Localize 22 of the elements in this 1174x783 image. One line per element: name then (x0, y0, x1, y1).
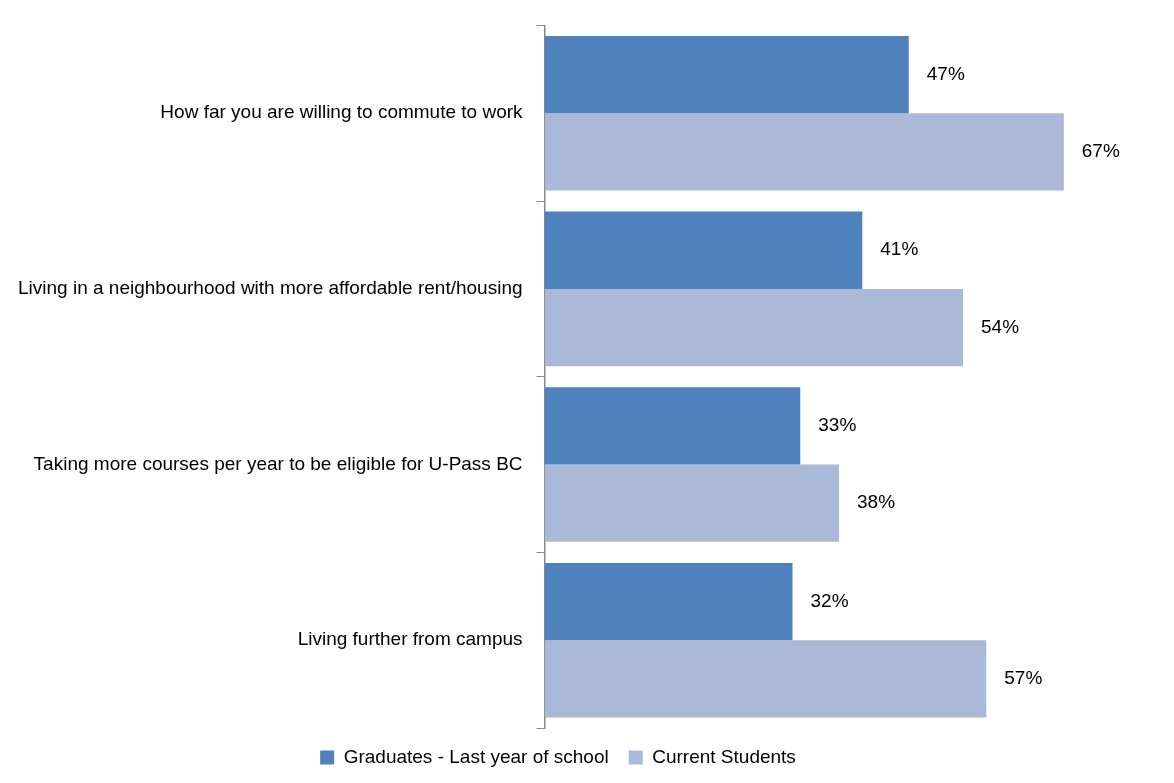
bar (544, 211, 863, 289)
data-label: 57% (1004, 667, 1043, 689)
bar (544, 464, 840, 542)
bar (544, 288, 964, 367)
bar (544, 562, 793, 641)
y-tick-label: How far you are willing to commute to work (160, 101, 524, 123)
legend-label: Graduates - Last year of school (343, 745, 609, 767)
bar (544, 387, 801, 465)
y-tick-label: Taking more courses per year to be eligible for U-Pass BC (33, 452, 523, 474)
data-label: 47% (926, 62, 965, 84)
data-label: 33% (818, 414, 857, 436)
data-label: 32% (810, 589, 849, 611)
y-tick-label: Living further from campus (297, 628, 523, 650)
bar (544, 113, 1064, 191)
data-label: 38% (857, 491, 896, 513)
y-tick-label: Living in a neighbourhood with more affordable rent/housing (17, 277, 523, 299)
data-label: 54% (981, 315, 1020, 337)
data-label: 41% (880, 238, 919, 260)
data-label: 67% (1081, 140, 1120, 162)
legend-label: Current Students (652, 745, 796, 767)
bar (544, 640, 987, 718)
bar (544, 35, 909, 114)
